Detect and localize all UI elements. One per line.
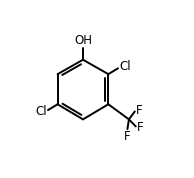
Text: F: F [137,121,144,134]
Text: F: F [124,130,131,143]
Text: OH: OH [74,34,92,47]
Text: Cl: Cl [35,105,47,118]
Text: Cl: Cl [119,60,131,73]
Text: F: F [136,104,143,117]
